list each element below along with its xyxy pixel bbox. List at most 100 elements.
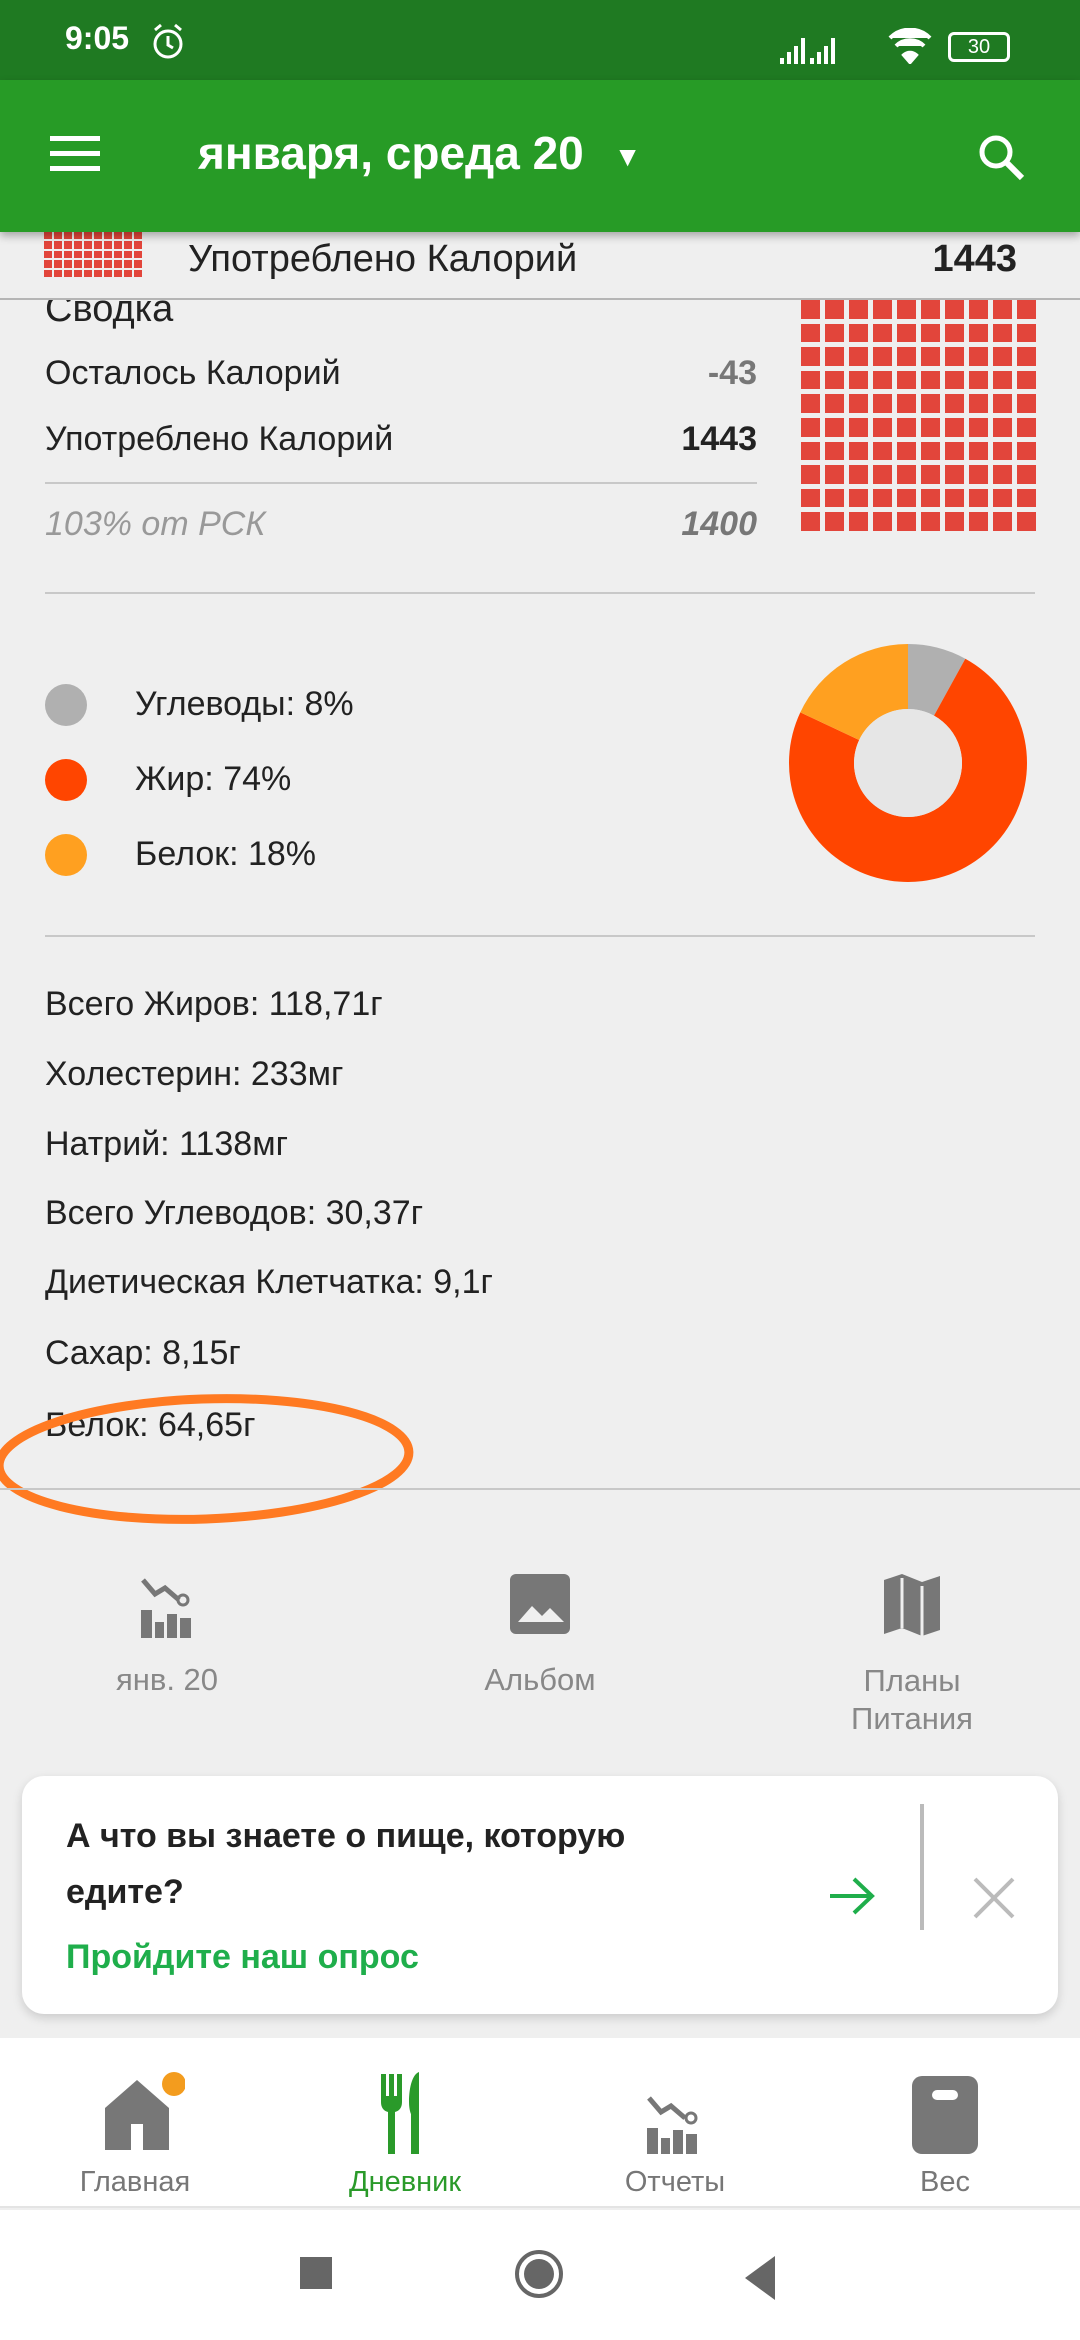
grid-cell [849, 394, 868, 413]
nutrient-sodium: Натрий: 1138мг [45, 1125, 288, 1163]
grid-cell [1017, 488, 1036, 508]
grid-cell [873, 441, 892, 461]
survey-card: А что вы знаете о пище, которую едите? П… [22, 1776, 1058, 2014]
date-title: января, среда 20 [198, 127, 584, 179]
nav-home[interactable]: Главная [0, 2068, 270, 2199]
chart-icon [141, 1578, 191, 1638]
nav-reports[interactable]: Отчеты [540, 2068, 810, 2199]
grid-cell [825, 441, 844, 461]
grid-cell [945, 441, 964, 461]
calorie-grid-chart [801, 300, 1036, 531]
fork-knife-icon [381, 2072, 419, 2154]
grid-cell [849, 488, 868, 508]
grid-cell [993, 347, 1012, 366]
donut-slice-protein [800, 644, 908, 741]
fat-dot-icon [45, 758, 87, 801]
grid-cell [873, 418, 892, 437]
donut-hole [854, 709, 962, 817]
grid-cell [969, 370, 988, 390]
grid-cell [969, 300, 988, 319]
bottom-nav: Главная Дневник Отчеты Вес [0, 2038, 1080, 2208]
grid-cell [849, 441, 868, 461]
grid-cell [801, 512, 820, 531]
grid-cell [897, 323, 916, 343]
grid-cell [993, 418, 1012, 437]
grid-cell [921, 512, 940, 531]
grid-cell [801, 347, 820, 366]
grid-cell [945, 394, 964, 413]
grid-cell [993, 465, 1012, 484]
system-nav-bar [0, 2210, 1080, 2340]
nav-label: Дневник [348, 2166, 462, 2198]
close-icon[interactable] [972, 1876, 1016, 1920]
orange-ellipse-annotation [0, 1394, 414, 1524]
nav-label: Главная [79, 2166, 191, 2198]
nutrient-cholesterol: Холестерин: 233мг [45, 1055, 344, 1093]
arrow-right-icon[interactable] [828, 1876, 878, 1916]
macro-legend: Углеводы: 8% Жир: 74% Белок: 18% [45, 667, 354, 892]
date-selector[interactable]: января, среда 20 ▼ [198, 126, 642, 180]
battery-icon: 30 [948, 32, 1010, 62]
divider [0, 1488, 1080, 1490]
consumed-label: Употреблено Калорий [45, 420, 394, 458]
grid-cell [825, 323, 844, 343]
grid-cell [969, 488, 988, 508]
search-icon[interactable] [976, 132, 1028, 184]
grid-cell [849, 323, 868, 343]
shortcut-label: Альбом [484, 1662, 596, 1697]
grid-cell [921, 465, 940, 484]
grid-cell [825, 418, 844, 437]
shortcut-reports[interactable]: янв. 20 [17, 1570, 317, 1698]
grid-cell [1017, 323, 1036, 343]
grid-cell [993, 300, 1012, 319]
grid-cell [945, 300, 964, 319]
grid-cell [969, 347, 988, 366]
home-button[interactable] [515, 2250, 563, 2298]
shortcut-meal-plans[interactable]: Планы Питания [762, 1570, 1062, 1738]
carbs-dot-icon [45, 683, 87, 726]
grid-cell [1017, 465, 1036, 484]
menu-icon[interactable] [50, 136, 100, 171]
recents-button[interactable] [300, 2257, 332, 2289]
chart-icon [647, 2096, 698, 2154]
grid-cell [873, 370, 892, 390]
grid-cell [801, 441, 820, 461]
rdi-value: 1400 [681, 505, 757, 543]
nav-weight[interactable]: Вес [810, 2068, 1080, 2199]
grid-cell [873, 488, 892, 508]
grid-cell [897, 347, 916, 366]
nav-diary[interactable]: Дневник [270, 2068, 540, 2199]
status-time: 9:05 [65, 20, 130, 56]
grid-cell [921, 300, 940, 319]
grid-cell [921, 441, 940, 461]
grid-cell [921, 347, 940, 366]
grid-cell [825, 347, 844, 366]
grid-cell [897, 418, 916, 437]
grid-cell [1017, 370, 1036, 390]
back-button[interactable] [745, 2256, 775, 2300]
survey-link[interactable]: Пройдите наш опрос [66, 1938, 419, 1976]
shortcut-album[interactable]: Альбом [390, 1570, 690, 1698]
grid-cell [801, 323, 820, 343]
remaining-label: Осталось Калорий [45, 354, 341, 392]
nav-label: Вес [920, 2166, 970, 2198]
calorie-grid-mini-icon [44, 232, 142, 277]
grid-cell [801, 488, 820, 508]
grid-cell [873, 465, 892, 484]
divider [45, 592, 1035, 594]
shortcut-label: янв. 20 [115, 1662, 219, 1697]
donut-slice-carbs [908, 644, 966, 716]
protein-dot-icon [45, 833, 87, 876]
survey-question: А что вы знаете о пище, которую едите? [66, 1817, 626, 1911]
grid-cell [873, 394, 892, 413]
grid-cell [825, 488, 844, 508]
grid-cell [897, 488, 916, 508]
grid-cell [873, 300, 892, 319]
grid-cell [801, 394, 820, 413]
map-icon [884, 1574, 940, 1636]
grid-cell [969, 394, 988, 413]
alarm-icon [153, 23, 183, 59]
home-icon [105, 2072, 186, 2150]
nutrient-sugar: Сахар: 8,15г [45, 1334, 241, 1372]
shortcut-label: Планы Питания [851, 1663, 973, 1736]
